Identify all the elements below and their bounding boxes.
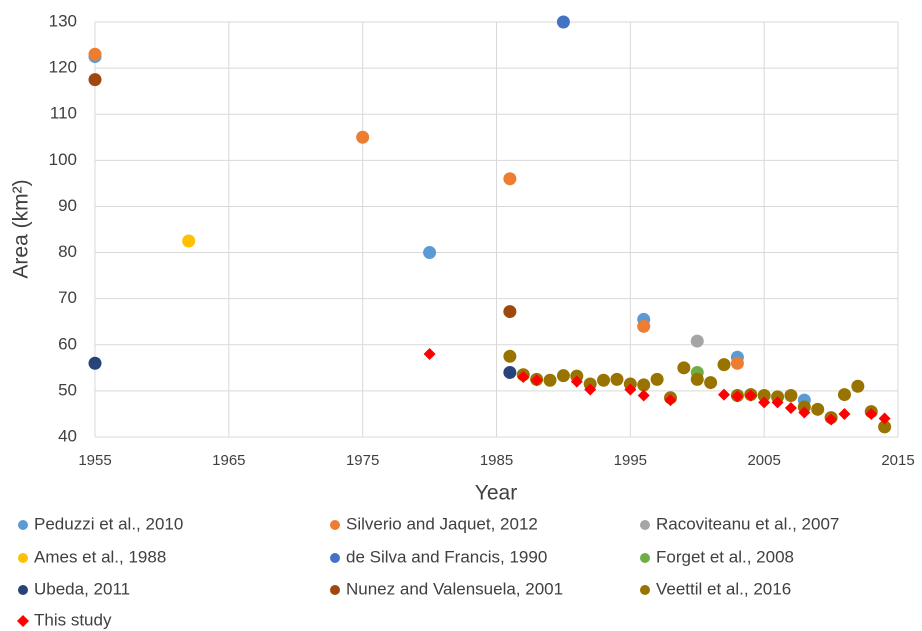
- point: [584, 383, 597, 396]
- point: [851, 379, 865, 393]
- point: [744, 389, 757, 402]
- point: [811, 402, 825, 416]
- y-tick-label: 60: [58, 334, 77, 353]
- point: [637, 319, 651, 333]
- point: [517, 371, 530, 384]
- y-tick-label: 70: [58, 288, 77, 307]
- point: [731, 390, 744, 403]
- point: [718, 388, 731, 401]
- y-tick-label: 110: [50, 104, 77, 123]
- legend-marker: [640, 520, 650, 530]
- legend-marker: [330, 520, 340, 530]
- legend-marker: [18, 553, 28, 563]
- legend-marker: [18, 520, 28, 530]
- legend-label: This study: [34, 610, 112, 629]
- point: [88, 47, 102, 61]
- y-axis-title: Area (km²): [10, 179, 33, 278]
- point: [624, 383, 637, 396]
- point: [637, 389, 650, 402]
- point: [865, 407, 878, 420]
- point: [637, 378, 651, 392]
- point: [784, 401, 797, 414]
- legend-marker: [18, 585, 28, 595]
- legend-marker: [17, 615, 29, 627]
- point: [570, 375, 583, 388]
- point: [690, 334, 704, 348]
- point: [597, 373, 611, 387]
- point: [677, 361, 691, 375]
- point: [757, 389, 771, 402]
- y-tick-label: 130: [49, 11, 77, 30]
- point: [878, 412, 891, 425]
- x-tick-label: 1975: [346, 452, 379, 469]
- point: [503, 172, 517, 186]
- x-tick-label: 2005: [747, 452, 780, 469]
- y-tick-label: 80: [58, 242, 77, 261]
- y-tick-label: 100: [49, 150, 77, 169]
- legend-marker: [330, 585, 340, 595]
- point: [650, 372, 664, 386]
- point: [88, 73, 102, 87]
- legend-label: Ames et al., 1988: [34, 547, 166, 566]
- y-tick-label: 50: [58, 380, 77, 399]
- legend-label: Forget et al., 2008: [656, 547, 794, 566]
- legend-label: Ubeda, 2011: [34, 579, 130, 598]
- legend-label: Veettil et al., 2016: [656, 579, 791, 598]
- legend-marker: [330, 553, 340, 563]
- point: [543, 373, 557, 387]
- point: [556, 15, 570, 29]
- x-axis-title: Year: [475, 482, 517, 505]
- legend-label: de Silva and Francis, 1990: [346, 547, 547, 566]
- x-tick-label: 2015: [881, 452, 914, 469]
- point: [423, 348, 436, 360]
- point: [88, 356, 102, 370]
- point: [503, 305, 517, 319]
- point: [690, 372, 704, 386]
- legend-label: Silverio and Jaquet, 2012: [346, 514, 538, 533]
- legend-marker: [640, 553, 650, 563]
- point: [717, 358, 731, 372]
- legend-label: Racoviteanu et al., 2007: [656, 514, 839, 533]
- point: [182, 234, 196, 248]
- x-tick-label: 1985: [480, 452, 513, 469]
- point: [771, 396, 784, 409]
- y-tick-label: 120: [49, 58, 77, 77]
- point: [798, 406, 811, 419]
- y-tick-label: 90: [58, 196, 77, 215]
- point: [825, 413, 838, 426]
- point: [704, 376, 718, 390]
- point: [423, 246, 437, 260]
- point: [610, 372, 624, 386]
- point: [758, 396, 771, 409]
- point: [356, 130, 370, 144]
- point: [878, 420, 892, 434]
- y-tick-label: 40: [58, 426, 77, 445]
- point: [730, 356, 744, 370]
- point: [784, 389, 798, 402]
- x-tick-label: 1965: [212, 452, 245, 469]
- x-tick-label: 1995: [614, 452, 647, 469]
- x-tick-label: 1955: [78, 452, 111, 469]
- legend-marker: [640, 585, 650, 595]
- legend-label: Nunez and Valensuela, 2001: [346, 579, 563, 598]
- point: [503, 349, 517, 363]
- point: [556, 369, 570, 383]
- point: [664, 394, 677, 407]
- legend-label: Peduzzi et al., 2010: [34, 514, 183, 533]
- point: [530, 374, 543, 387]
- point: [837, 388, 851, 402]
- point: [503, 365, 517, 379]
- point: [838, 407, 851, 420]
